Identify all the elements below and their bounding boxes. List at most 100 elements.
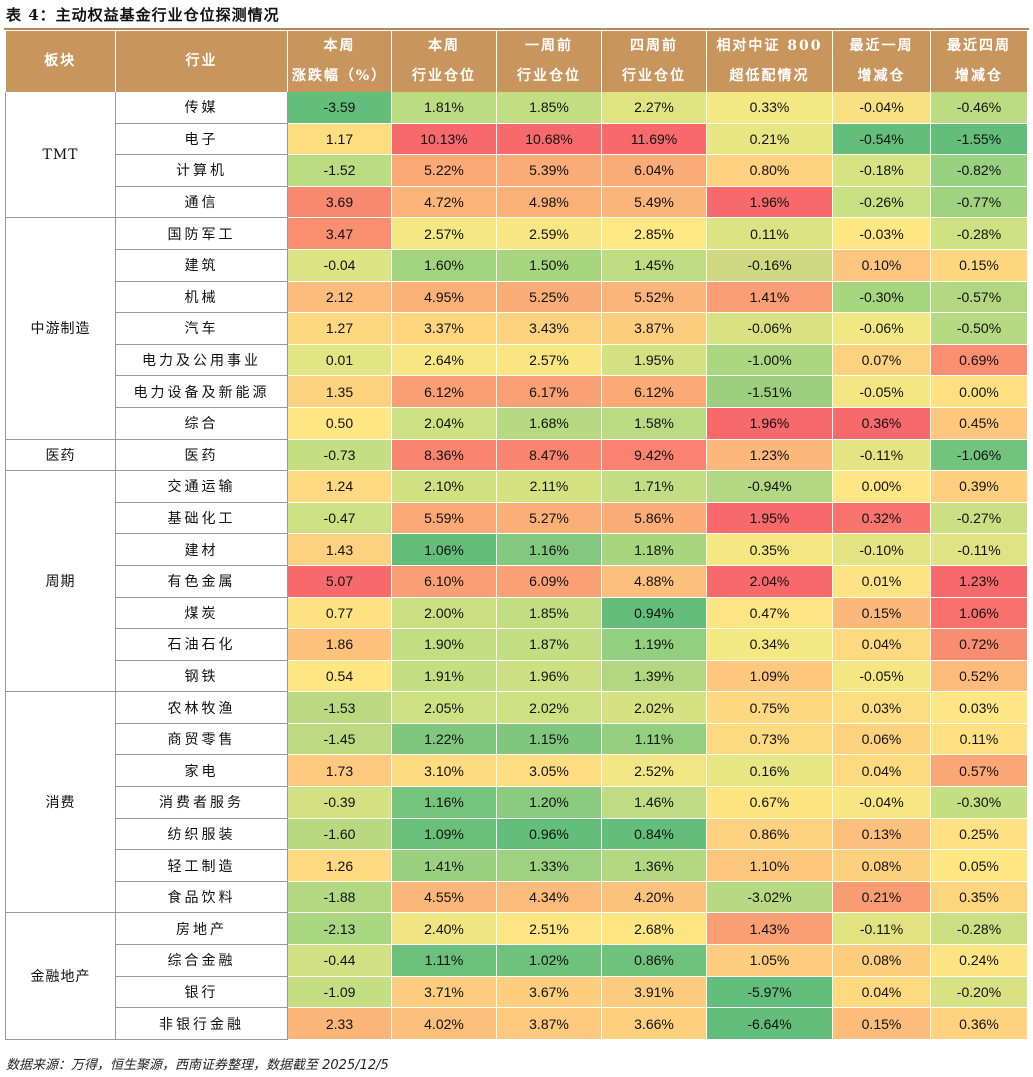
header-current-position: 本周 行业仓位: [391, 31, 497, 92]
value-cell: 0.36%: [930, 1007, 1028, 1040]
value-cell: 2.02%: [496, 691, 602, 724]
value-cell: -0.54%: [832, 123, 931, 156]
value-cell: -0.11%: [832, 912, 931, 946]
table-row: 综合金融 -0.44 1.11% 1.02% 0.86% 1.05% 0.08% 0.24%: [6, 944, 1028, 977]
value-cell: 1.36%: [601, 849, 707, 882]
header-vs-csi800-line2: 超低配情况: [729, 68, 810, 84]
value-cell: 1.23%: [706, 439, 833, 472]
value-cell: 0.94%: [601, 597, 707, 630]
value-cell: 3.05%: [496, 754, 602, 788]
value-cell: -1.06%: [930, 439, 1028, 472]
industry-cell: 有色金属: [115, 565, 288, 598]
industry-cell: 通信: [115, 186, 288, 219]
value-cell: 0.08%: [832, 849, 931, 882]
value-cell: 2.64%: [391, 344, 497, 377]
table-row: 石油石化 1.86 1.90% 1.87% 1.19% 0.34% 0.04% 0.72%: [6, 628, 1028, 661]
industry-cell: 医药: [115, 439, 288, 472]
value-cell: 3.71%: [391, 976, 497, 1009]
value-cell: 2.04%: [706, 565, 833, 598]
value-cell: 0.35%: [706, 533, 833, 566]
value-cell: 2.57%: [496, 344, 602, 377]
header-1w-ago-line1: 一周前: [525, 38, 573, 54]
value-cell: 0.50: [287, 407, 392, 440]
industry-cell: 煤炭: [115, 597, 288, 630]
value-cell: 10.13%: [391, 123, 497, 156]
value-cell: 1.86: [287, 628, 392, 661]
fund-position-table: 板块 行业 本周 涨跌幅（%） 本周 行业仓位 一周前 行业仓位 四周前 行业仓位 相对…: [5, 31, 1028, 1040]
industry-cell: 消费者服务: [115, 786, 288, 819]
value-cell: 1.16%: [391, 786, 497, 819]
value-cell: 9.42%: [601, 439, 707, 472]
value-cell: -0.16%: [706, 249, 833, 282]
value-cell: -0.44: [287, 944, 392, 977]
value-cell: 2.02%: [601, 691, 707, 724]
value-cell: 3.10%: [391, 754, 497, 788]
value-cell: 4.02%: [391, 1007, 497, 1040]
industry-cell: 汽车: [115, 312, 288, 345]
industry-cell: 房地产: [115, 912, 288, 946]
value-cell: 4.72%: [391, 186, 497, 219]
value-cell: 0.15%: [832, 597, 931, 630]
table-row: 钢铁 0.54 1.91% 1.96% 1.39% 1.09% -0.05% 0.52%: [6, 660, 1028, 693]
value-cell: 0.73%: [706, 723, 833, 756]
table-row: 机械 2.12 4.95% 5.25% 5.52% 1.41% -0.30% -0.57%: [6, 281, 1028, 314]
value-cell: 1.96%: [706, 407, 833, 440]
value-cell: 2.59%: [496, 217, 602, 250]
value-cell: 2.85%: [601, 217, 707, 250]
value-cell: 0.72%: [930, 628, 1028, 661]
value-cell: -1.60: [287, 818, 392, 851]
header-4w-ago-line2: 行业仓位: [622, 68, 686, 84]
value-cell: 1.50%: [496, 249, 602, 282]
value-cell: -0.27%: [930, 502, 1028, 535]
value-cell: 4.98%: [496, 186, 602, 219]
table-row: 有色金属 5.07 6.10% 6.09% 4.88% 2.04% 0.01% 1.23%: [6, 565, 1028, 598]
value-cell: 1.26: [287, 849, 392, 882]
value-cell: -1.09: [287, 976, 392, 1009]
value-cell: 1.91%: [391, 660, 497, 693]
value-cell: 6.09%: [496, 565, 602, 598]
table-row: 医药 医药 -0.73 8.36% 8.47% 9.42% 1.23% -0.11% -1.06…: [5, 439, 1028, 472]
table-row: 非银行金融 2.33 4.02% 3.87% 3.66% -6.64% 0.15% 0.36%: [6, 1007, 1028, 1040]
value-cell: 2.05%: [391, 691, 497, 724]
value-cell: 0.34%: [706, 628, 833, 661]
value-cell: -3.02%: [706, 881, 833, 914]
value-cell: 0.16%: [706, 754, 833, 788]
value-cell: 1.05%: [706, 944, 833, 977]
header-4w-ago-position: 四周前 行业仓位: [601, 31, 707, 92]
table-row: 建材 1.43 1.06% 1.16% 1.18% 0.35% -0.10% -0.11%: [6, 533, 1028, 566]
value-cell: 5.39%: [496, 154, 602, 187]
table-row: 纺织服装 -1.60 1.09% 0.96% 0.84% 0.86% 0.13% 0.25%: [6, 818, 1028, 851]
value-cell: 1.09%: [706, 660, 833, 693]
header-current-position-line1: 本周: [428, 38, 460, 54]
value-cell: 0.39%: [930, 470, 1028, 503]
value-cell: 3.69: [287, 186, 392, 219]
table-row: 轻工制造 1.26 1.41% 1.33% 1.36% 1.10% 0.08% 0.05%: [6, 849, 1028, 882]
industry-cell: 电子: [115, 123, 288, 156]
industry-cell: 食品饮料: [115, 881, 288, 914]
value-cell: 0.03%: [832, 691, 931, 724]
header-current-position-line2: 行业仓位: [412, 68, 476, 84]
value-cell: 3.67%: [496, 976, 602, 1009]
table-row: 中游制造 国防军工 3.47 2.57% 2.59% 2.85% 0.11% -0.03% -0…: [5, 217, 1028, 440]
value-cell: -2.13: [287, 912, 392, 946]
value-cell: 3.91%: [601, 976, 707, 1009]
value-cell: 1.11%: [391, 944, 497, 977]
value-cell: -0.06%: [706, 312, 833, 345]
header-1w-ago-position: 一周前 行业仓位: [496, 31, 602, 92]
value-cell: 1.33%: [496, 849, 602, 882]
value-cell: -0.50%: [930, 312, 1028, 345]
value-cell: 6.12%: [391, 375, 497, 408]
value-cell: 2.04%: [391, 407, 497, 440]
header-weekly-change-line2: 涨跌幅（%）: [291, 68, 388, 84]
value-cell: 0.67%: [706, 786, 833, 819]
value-cell: -0.94%: [706, 470, 833, 503]
value-cell: 1.18%: [601, 533, 707, 566]
value-cell: 1.24: [287, 470, 392, 503]
table-row: 消费 农林牧渔 -1.53 2.05% 2.02% 2.02% 0.75% 0.03% 0.03…: [5, 691, 1028, 914]
value-cell: 0.21%: [706, 123, 833, 156]
table-row: 家电 1.73 3.10% 3.05% 2.52% 0.16% 0.04% 0.57%: [6, 754, 1028, 788]
sector-cell: 中游制造: [5, 217, 116, 440]
value-cell: 0.13%: [832, 818, 931, 851]
value-cell: -0.05%: [832, 660, 931, 693]
value-cell: -1.88: [287, 881, 392, 914]
